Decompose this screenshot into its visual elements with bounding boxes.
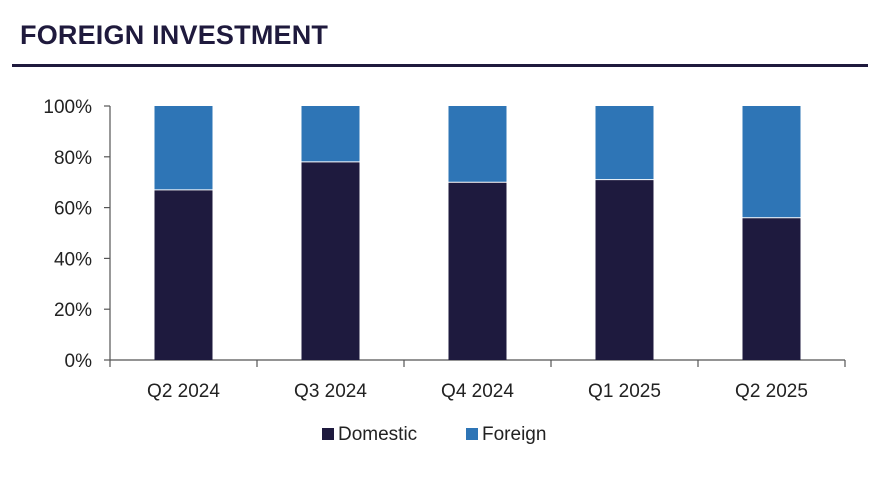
bar-foreign bbox=[301, 106, 360, 162]
x-tick-label: Q2 2025 bbox=[735, 381, 808, 402]
x-tick-label: Q1 2025 bbox=[588, 381, 661, 402]
y-tick-label: 60% bbox=[54, 199, 92, 220]
bar-foreign bbox=[448, 106, 507, 183]
x-tick-label: Q3 2024 bbox=[294, 381, 367, 402]
legend-swatch-domestic bbox=[322, 428, 334, 440]
y-tick-label: 0% bbox=[65, 351, 93, 372]
bar-domestic bbox=[742, 217, 801, 360]
bar-foreign bbox=[595, 106, 654, 180]
bar-domestic bbox=[595, 179, 654, 360]
y-tick-label: 20% bbox=[54, 300, 92, 321]
x-tick-label: Q4 2024 bbox=[441, 381, 514, 402]
y-tick-label: 40% bbox=[54, 249, 92, 270]
y-tick-label: 100% bbox=[43, 97, 92, 118]
y-tick-label: 80% bbox=[54, 148, 92, 169]
bar-domestic bbox=[448, 182, 507, 360]
bar-foreign bbox=[154, 106, 213, 190]
title-underline bbox=[12, 64, 868, 67]
legend-label-foreign: Foreign bbox=[482, 424, 546, 445]
x-tick-label: Q2 2024 bbox=[147, 381, 220, 402]
bar-foreign bbox=[742, 106, 801, 218]
bar-domestic bbox=[301, 161, 360, 360]
legend-swatch-foreign bbox=[466, 428, 478, 440]
bar-domestic bbox=[154, 189, 213, 360]
legend-label-domestic: Domestic bbox=[338, 424, 417, 445]
chart-title: FOREIGN INVESTMENT bbox=[20, 20, 329, 50]
